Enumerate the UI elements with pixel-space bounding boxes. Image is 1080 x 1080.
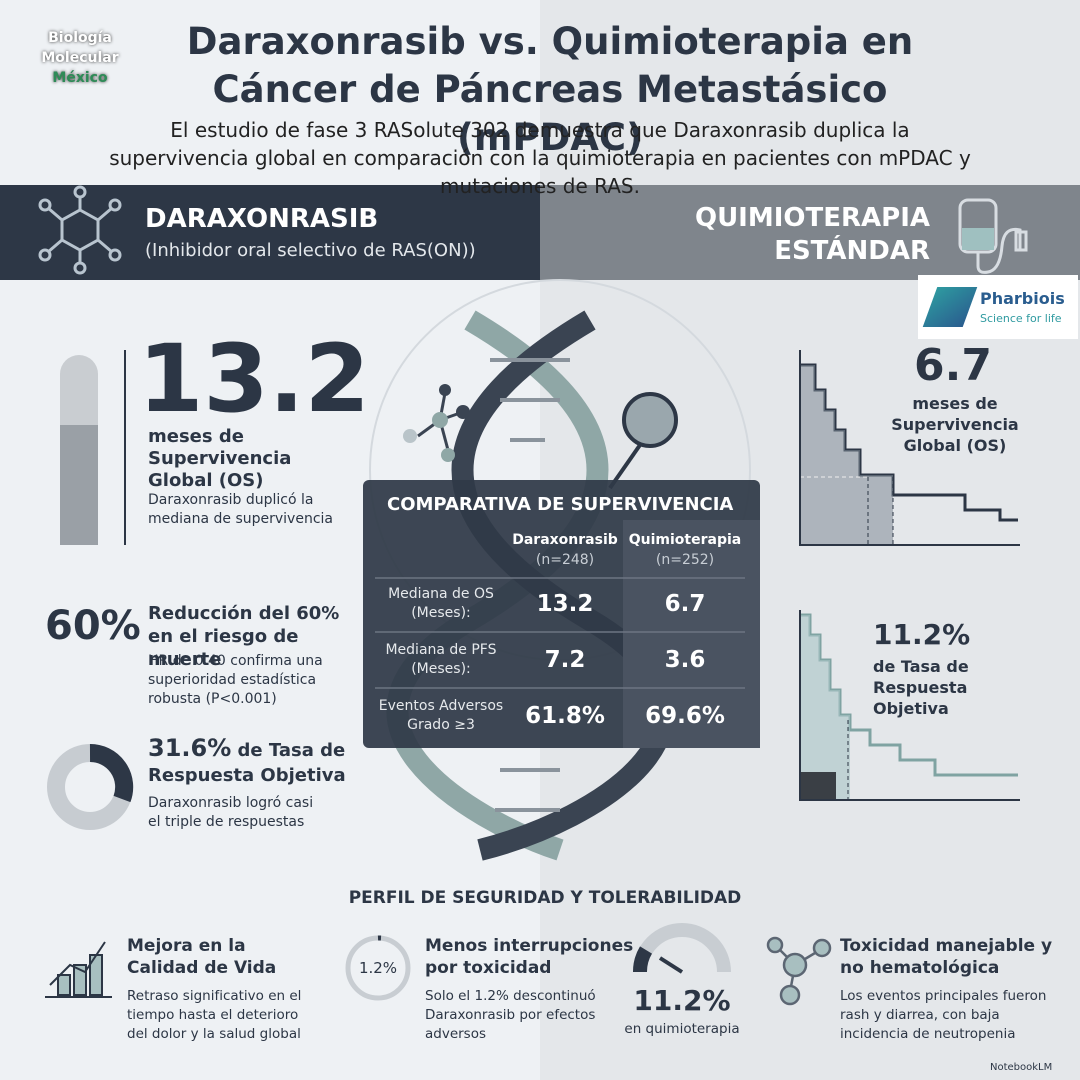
row-value: 13.2: [536, 591, 594, 617]
safety-item-text: Solo el 1.2% descontinuó Daraxonrasib po…: [425, 988, 596, 1042]
row-value: 6.7: [664, 591, 706, 617]
safety-badge: 1.2%: [358, 959, 398, 977]
sponsor-name: Pharbiois: [980, 289, 1065, 308]
column-name: Quimioterapia: [628, 532, 742, 548]
os-note: Daraxonrasib duplicó la mediana de super…: [148, 492, 333, 527]
orr-note: Daraxonrasib logró casi el triple de res…: [148, 795, 314, 830]
row-label: Eventos Adversos Grado ≥3: [378, 698, 504, 733]
chart-icon: [45, 941, 112, 998]
table-rules: [375, 577, 745, 689]
safety-item-title: Mejora en la Calidad de Vida: [127, 936, 277, 978]
row-label: Mediana de PFS (Meses):: [385, 642, 497, 677]
logo-line: México: [52, 70, 108, 86]
safety-item-text: Retraso significativo en el tiempo hasta…: [127, 988, 302, 1042]
row-value: 61.8%: [525, 703, 605, 729]
chemo-os-value: 6.7: [914, 340, 992, 391]
left-description: (Inhibidor oral selectivo de RAS(ON)): [145, 240, 476, 261]
title: Daraxonrasib vs. Quimioterapia en Cáncer…: [186, 20, 914, 159]
orr-heading-block: 31.6% de Tasa de Respuesta Objetiva: [148, 736, 378, 788]
os-value: 13.2: [138, 325, 370, 434]
gauge-track: [633, 923, 731, 973]
km-chart-orr: [799, 610, 1020, 801]
column-header: Daraxonrasib (n=248): [505, 530, 625, 570]
table-highlight: [623, 520, 760, 748]
footer: NotebookLM: [990, 1062, 1053, 1073]
risk-note: HR de 0.40 confirma una superioridad est…: [148, 653, 323, 707]
gauge-fill: [633, 946, 653, 973]
sponsor: Pharbiois Science for life: [918, 275, 1078, 339]
column-header: Quimioterapia (n=252): [625, 530, 745, 570]
row-value: 7.2: [544, 647, 586, 673]
network-icon: [766, 936, 832, 1006]
os-label: meses de Supervivencia Global (OS): [148, 426, 292, 491]
column-name: Daraxonrasib: [512, 532, 618, 548]
orr-donut-arc: [89, 743, 134, 803]
safety-item-title: Toxicidad manejable y no hematológica: [840, 936, 1053, 978]
sponsor-tagline: Science for life: [980, 312, 1062, 325]
molecule-icon: [38, 185, 122, 275]
row-value: 69.6%: [645, 703, 725, 729]
chemo-orr-value: 11.2%: [873, 618, 971, 651]
iv-icon: [958, 198, 1028, 274]
logo-line: Molecular: [41, 50, 119, 66]
gauge-value: 11.2%: [633, 984, 731, 1017]
safety-item-title: Menos interrupciones por toxicidad: [425, 936, 634, 978]
orr-value: 31.6%: [148, 734, 232, 762]
sponsor-logo: [922, 287, 978, 327]
row-label: Mediana de OS (Meses):: [388, 586, 494, 621]
column-n: (n=248): [535, 552, 595, 568]
logo-line: Biología: [48, 30, 112, 46]
os-bar-fill: [60, 425, 98, 545]
right-name: QUIMIOTERAPIA ESTÁNDAR: [694, 203, 930, 266]
column-n: (n=252): [655, 552, 715, 568]
risk-heading: Reducción del 60% en el riesgo de muerte: [148, 603, 340, 670]
left-name: DARAXONRASIB: [145, 204, 379, 234]
row-value: 3.6: [664, 647, 706, 673]
km-chart-os: [799, 350, 1020, 546]
risk-value: 60%: [45, 603, 141, 649]
logo: Biología Molecular México: [30, 28, 130, 88]
gauge-needle: [658, 956, 684, 974]
safety-item-text: Los eventos principales fueron rash y di…: [840, 988, 1047, 1042]
subtitle: El estudio de fase 3 RASolute 302 demues…: [109, 118, 971, 198]
chemo-orr-label: de Tasa de Respuesta Objetiva: [873, 657, 969, 718]
safety-title: PERFIL DE SEGURIDAD Y TOLERABILIDAD: [348, 888, 742, 908]
orr-heading: de Tasa de Respuesta Objetiva: [148, 740, 346, 786]
chemo-os-label: meses de Supervivencia Global (OS): [891, 394, 1019, 455]
left-banner: [0, 185, 540, 280]
table-title: COMPARATIVA DE SUPERVIVENCIA: [387, 494, 734, 515]
gauge-text: en quimioterapia: [624, 1021, 740, 1037]
